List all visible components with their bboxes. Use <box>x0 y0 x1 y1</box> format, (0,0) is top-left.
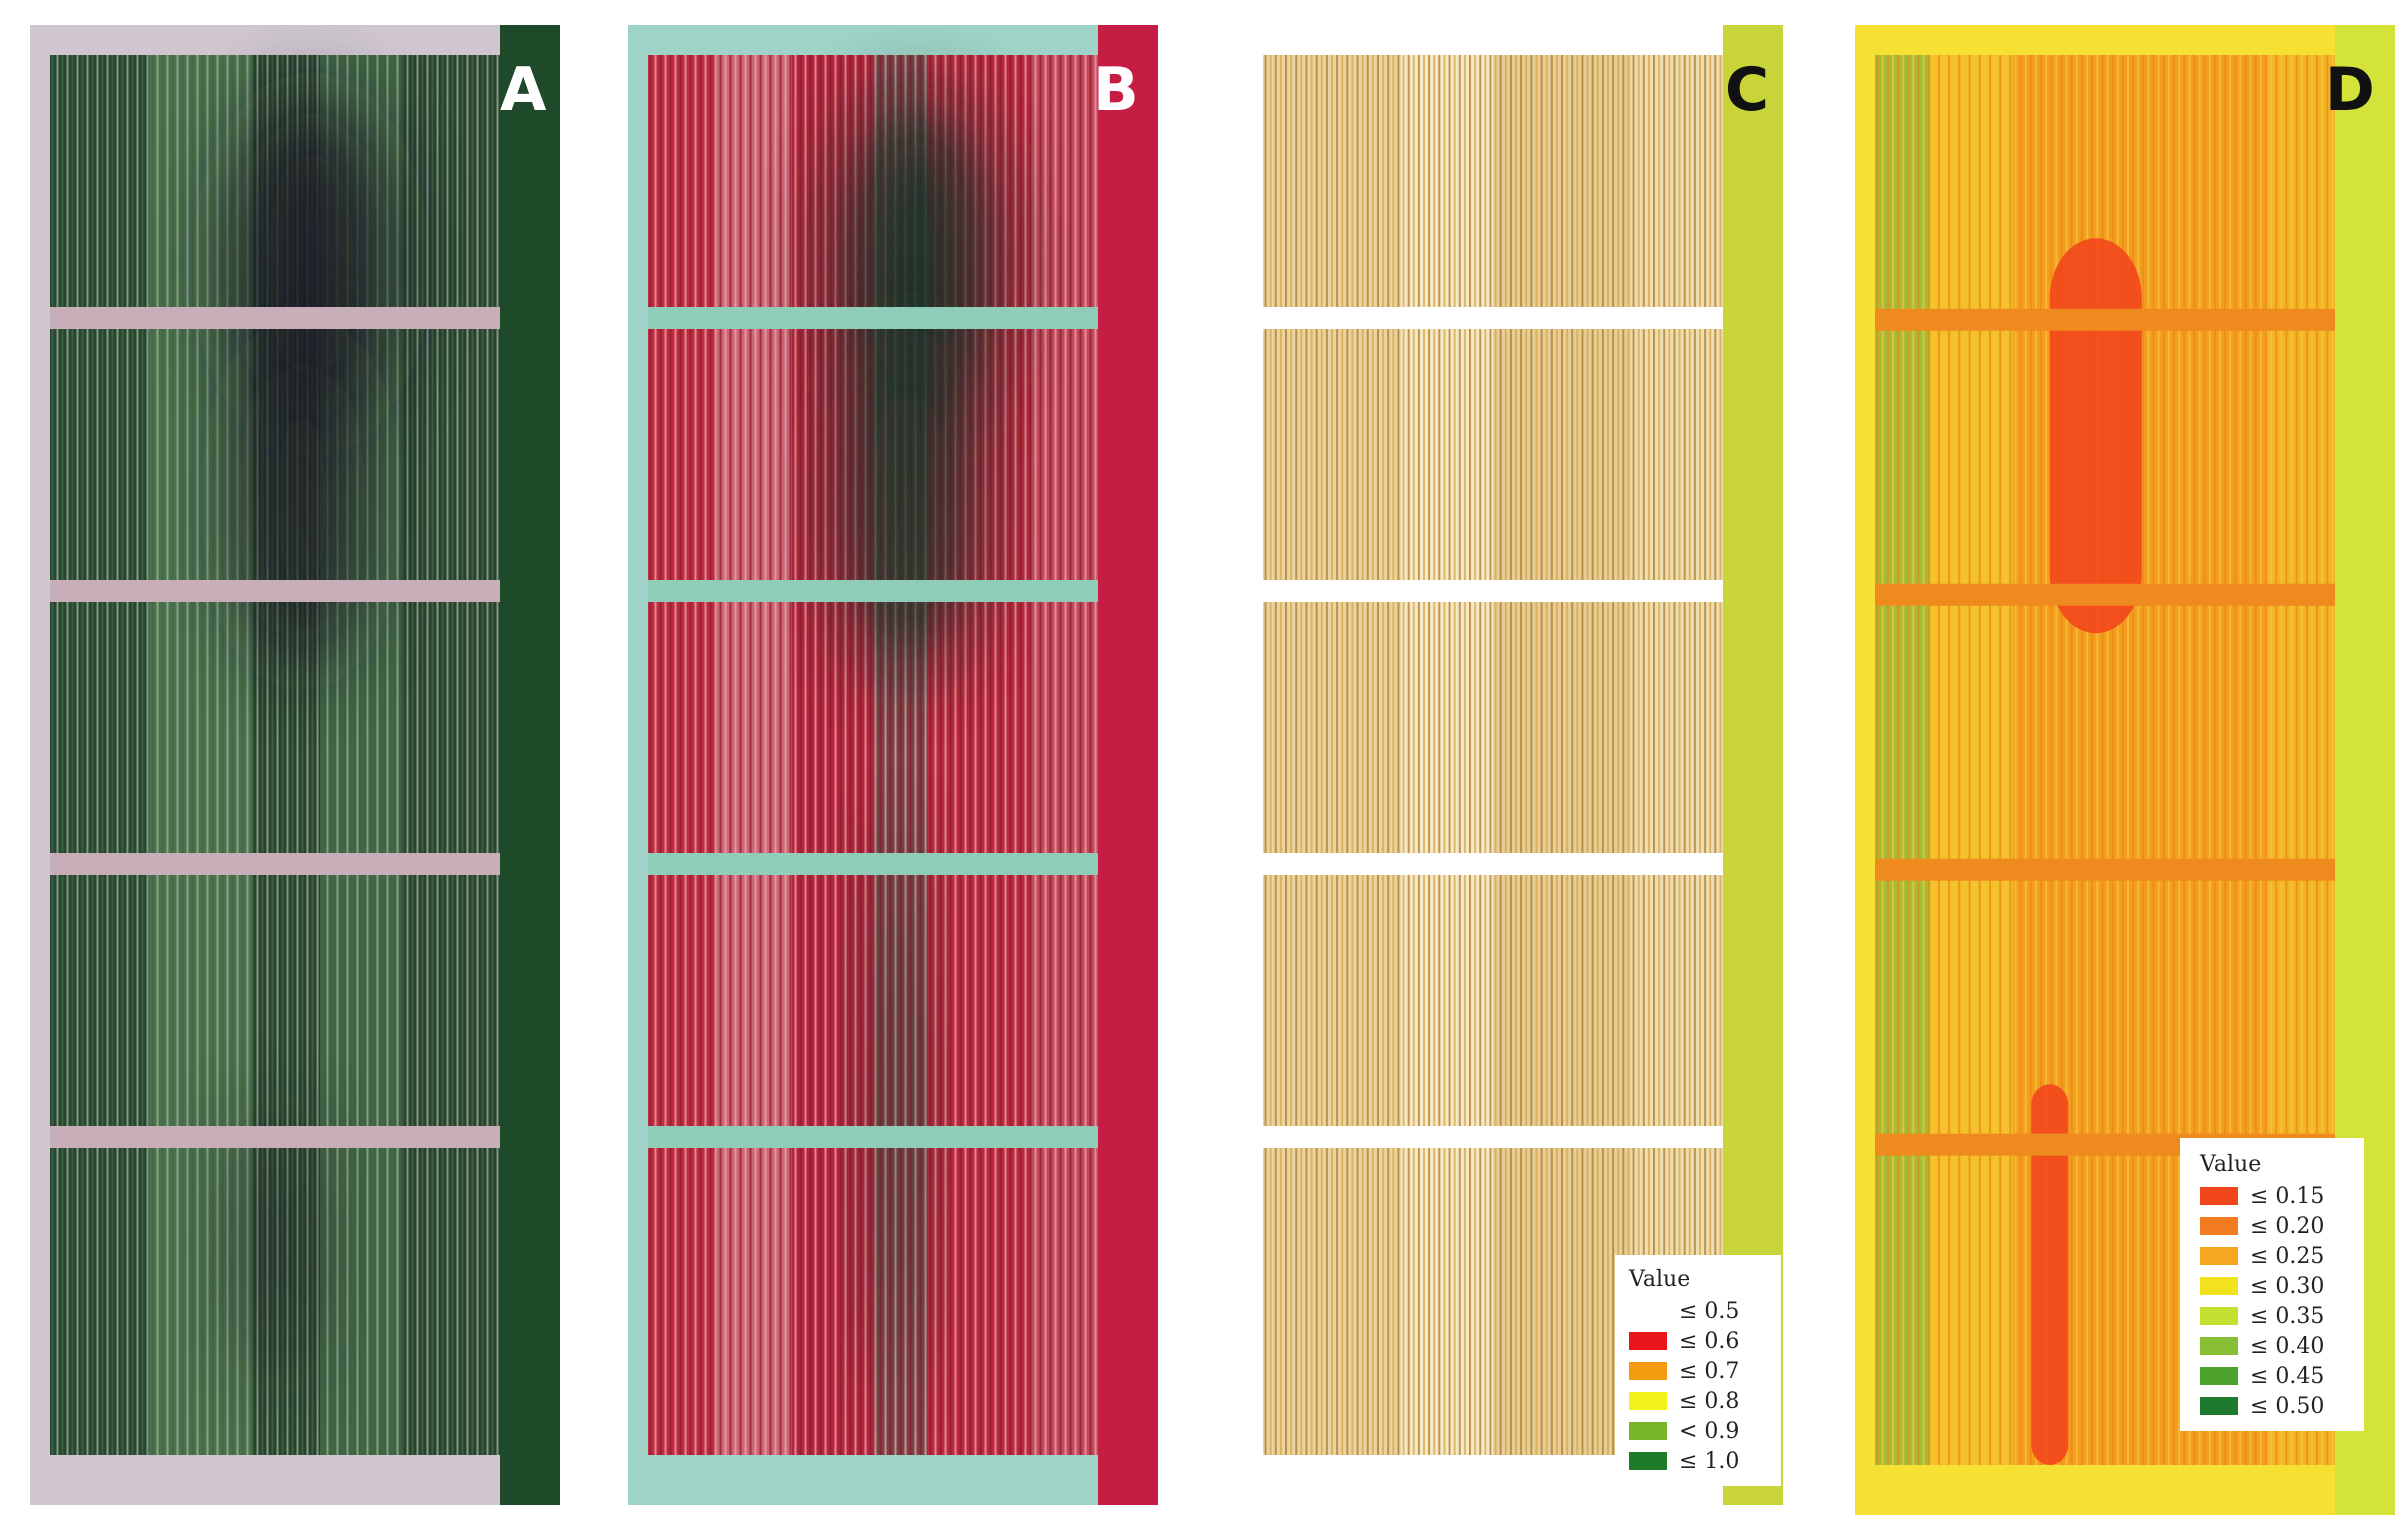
legend-d-title: Value <box>2200 1152 2262 1177</box>
panel-a-letter: A <box>500 55 547 125</box>
field-alley <box>1263 1126 1723 1148</box>
legend-swatch <box>2200 1337 2238 1355</box>
legend-c: Value ≤ 0.5 ≤ 0.6 ≤ 0.7 ≤ 0.8 < 0.9 ≤ 1.0 <box>1615 1255 1781 1486</box>
legend-label: ≤ 0.5 <box>1679 1298 1740 1324</box>
shadow-region <box>230 1105 320 1385</box>
legend-label: ≤ 0.45 <box>2250 1363 2325 1389</box>
legend-label: < 0.9 <box>1679 1418 1740 1444</box>
legend-swatch <box>2200 1247 2238 1265</box>
field-alley <box>1263 853 1723 875</box>
field-band <box>50 55 149 1455</box>
field-band <box>1030 55 1098 1455</box>
legend-label: ≤ 0.8 <box>1679 1388 1740 1414</box>
field-alley <box>50 307 500 329</box>
field-band <box>648 55 716 1455</box>
legend-label: ≤ 0.50 <box>2250 1393 2325 1419</box>
legend-swatch <box>2200 1187 2238 1205</box>
legend-swatch <box>2200 1217 2238 1235</box>
legend-item: ≤ 0.45 <box>2200 1361 2350 1391</box>
field-band <box>401 55 500 1455</box>
legend-label: ≤ 0.40 <box>2250 1333 2325 1359</box>
shadow-region <box>239 335 365 671</box>
legend-d: Value ≤ 0.15 ≤ 0.20 ≤ 0.25 ≤ 0.30 ≤ 0.35 ≤ 0.… <box>2180 1138 2364 1431</box>
legend-item: ≤ 1.0 <box>1629 1446 1769 1476</box>
legend-swatch <box>1629 1452 1667 1470</box>
field-edge-strip <box>1098 25 1158 1505</box>
shadow-region <box>841 97 995 433</box>
panel-d: D Value ≤ 0.15 ≤ 0.20 ≤ 0.25 ≤ 0.30 ≤ 0.35 ≤ … <box>1855 25 2395 1515</box>
panel-a: A <box>30 25 560 1505</box>
field-alley <box>1875 583 2335 606</box>
shadow-region <box>230 97 392 433</box>
legend-label: ≤ 0.25 <box>2250 1243 2325 1269</box>
crop-rows <box>1264 55 1722 1455</box>
field-alley <box>50 580 500 602</box>
legend-item: ≤ 0.5 <box>1629 1296 1769 1326</box>
legend-swatch <box>2200 1277 2238 1295</box>
field-alley <box>1875 308 2335 331</box>
field-band <box>1401 55 1493 1455</box>
legend-c-title: Value <box>1629 1267 1691 1292</box>
legend-swatch <box>1629 1302 1667 1320</box>
legend-swatch <box>1629 1392 1667 1410</box>
panel-a-image <box>30 25 560 1505</box>
legend-item: < 0.9 <box>1629 1416 1769 1446</box>
field-alley <box>648 853 1098 875</box>
legend-item: ≤ 0.50 <box>2200 1391 2350 1421</box>
legend-item: ≤ 0.6 <box>1629 1326 1769 1356</box>
shadow-region <box>846 335 972 671</box>
panel-c-letter: C <box>1725 55 1770 125</box>
legend-label: ≤ 1.0 <box>1679 1448 1740 1474</box>
panel-d-image <box>1855 25 2395 1515</box>
shadow-region <box>868 825 923 1385</box>
legend-item: ≤ 0.25 <box>2200 1241 2350 1271</box>
legend-swatch <box>1629 1422 1667 1440</box>
legend-label: ≤ 0.6 <box>1679 1328 1740 1354</box>
panel-c-image <box>1243 25 1783 1505</box>
legend-item: ≤ 0.30 <box>2200 1271 2350 1301</box>
panel-d-letter: D <box>2325 55 2375 125</box>
legend-label: ≤ 0.7 <box>1679 1358 1740 1384</box>
legend-item: ≤ 0.7 <box>1629 1356 1769 1386</box>
low-value-region <box>2031 1084 2069 1465</box>
legend-label: ≤ 0.15 <box>2250 1183 2325 1209</box>
legend-swatch <box>1629 1332 1667 1350</box>
legend-item: ≤ 0.8 <box>1629 1386 1769 1416</box>
legend-swatch <box>2200 1397 2238 1415</box>
legend-swatch <box>2200 1307 2238 1325</box>
legend-item: ≤ 0.40 <box>2200 1331 2350 1361</box>
field-edge-strip <box>500 25 560 1505</box>
field-alley <box>1875 858 2335 881</box>
low-value-region <box>2049 238 2142 634</box>
legend-label: ≤ 0.30 <box>2250 1273 2325 1299</box>
legend-item: ≤ 0.35 <box>2200 1301 2350 1331</box>
legend-label: ≤ 0.20 <box>2250 1213 2325 1239</box>
legend-swatch <box>1629 1362 1667 1380</box>
field-alley <box>1263 580 1723 602</box>
panel-c: C Value ≤ 0.5 ≤ 0.6 ≤ 0.7 ≤ 0.8 < 0.9 ≤ 1.0 <box>1243 25 1783 1505</box>
legend-item: ≤ 0.20 <box>2200 1211 2350 1241</box>
field-alley <box>648 580 1098 602</box>
field-alley <box>50 853 500 875</box>
field-band <box>1631 55 1723 1455</box>
legend-label: ≤ 0.35 <box>2250 1303 2325 1329</box>
field-alley <box>1263 307 1723 329</box>
field-band <box>715 55 792 1455</box>
legend-swatch <box>2200 1367 2238 1385</box>
field-alley <box>648 1126 1098 1148</box>
panel-b: B <box>628 25 1158 1505</box>
panel-b-letter: B <box>1093 55 1139 125</box>
panel-b-image <box>628 25 1158 1505</box>
legend-item: ≤ 0.15 <box>2200 1181 2350 1211</box>
field-alley <box>50 1126 500 1148</box>
field-alley <box>648 307 1098 329</box>
